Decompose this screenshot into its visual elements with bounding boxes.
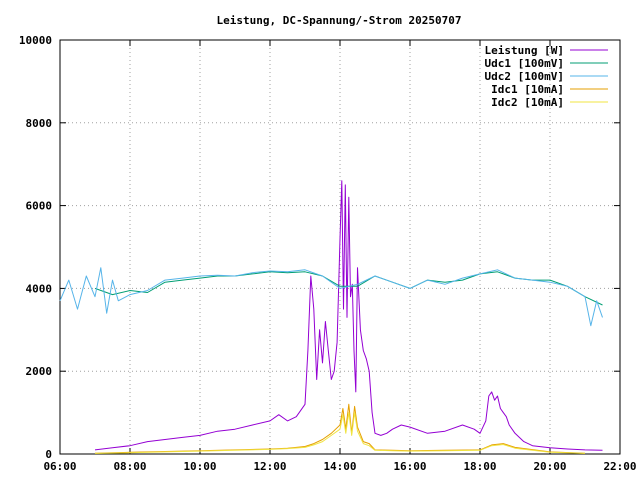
y-tick-label: 6000: [26, 200, 53, 213]
legend-label-2: Udc2 [100mV]: [485, 70, 564, 83]
chart-title: Leistung, DC-Spannung/-Strom 20250707: [216, 14, 461, 27]
y-tick-label: 4000: [26, 282, 53, 295]
x-tick-label: 12:00: [253, 460, 286, 473]
legend-label-4: Idc2 [10mA]: [491, 96, 564, 109]
y-tick-label: 2000: [26, 365, 53, 378]
x-tick-label: 18:00: [463, 460, 496, 473]
x-tick-label: 14:00: [323, 460, 356, 473]
x-tick-label: 20:00: [533, 460, 566, 473]
legend-label-1: Udc1 [100mV]: [485, 57, 564, 70]
x-tick-label: 08:00: [113, 460, 146, 473]
legend: Leistung [W]Udc1 [100mV]Udc2 [100mV]Idc1…: [485, 44, 608, 109]
y-tick-label: 0: [45, 448, 52, 461]
y-tick-label: 8000: [26, 117, 53, 130]
axis-ticks: 06:00 08:00 10:00 12:00 14:00 16:00 18:00 20:00…: [19, 34, 637, 473]
legend-label-3: Idc1 [10mA]: [491, 83, 564, 96]
series-line-0: [94, 180, 603, 451]
x-tick-label: 10:00: [183, 460, 216, 473]
legend-label-0: Leistung [W]: [485, 44, 564, 57]
series-group: [59, 180, 603, 454]
x-tick-label: 06:00: [43, 460, 76, 473]
series-line-4: [94, 412, 586, 454]
x-tick-label: 16:00: [393, 460, 426, 473]
y-tick-label: 10000: [19, 34, 52, 47]
x-tick-label: 22:00: [603, 460, 636, 473]
series-line-2: [59, 267, 603, 327]
